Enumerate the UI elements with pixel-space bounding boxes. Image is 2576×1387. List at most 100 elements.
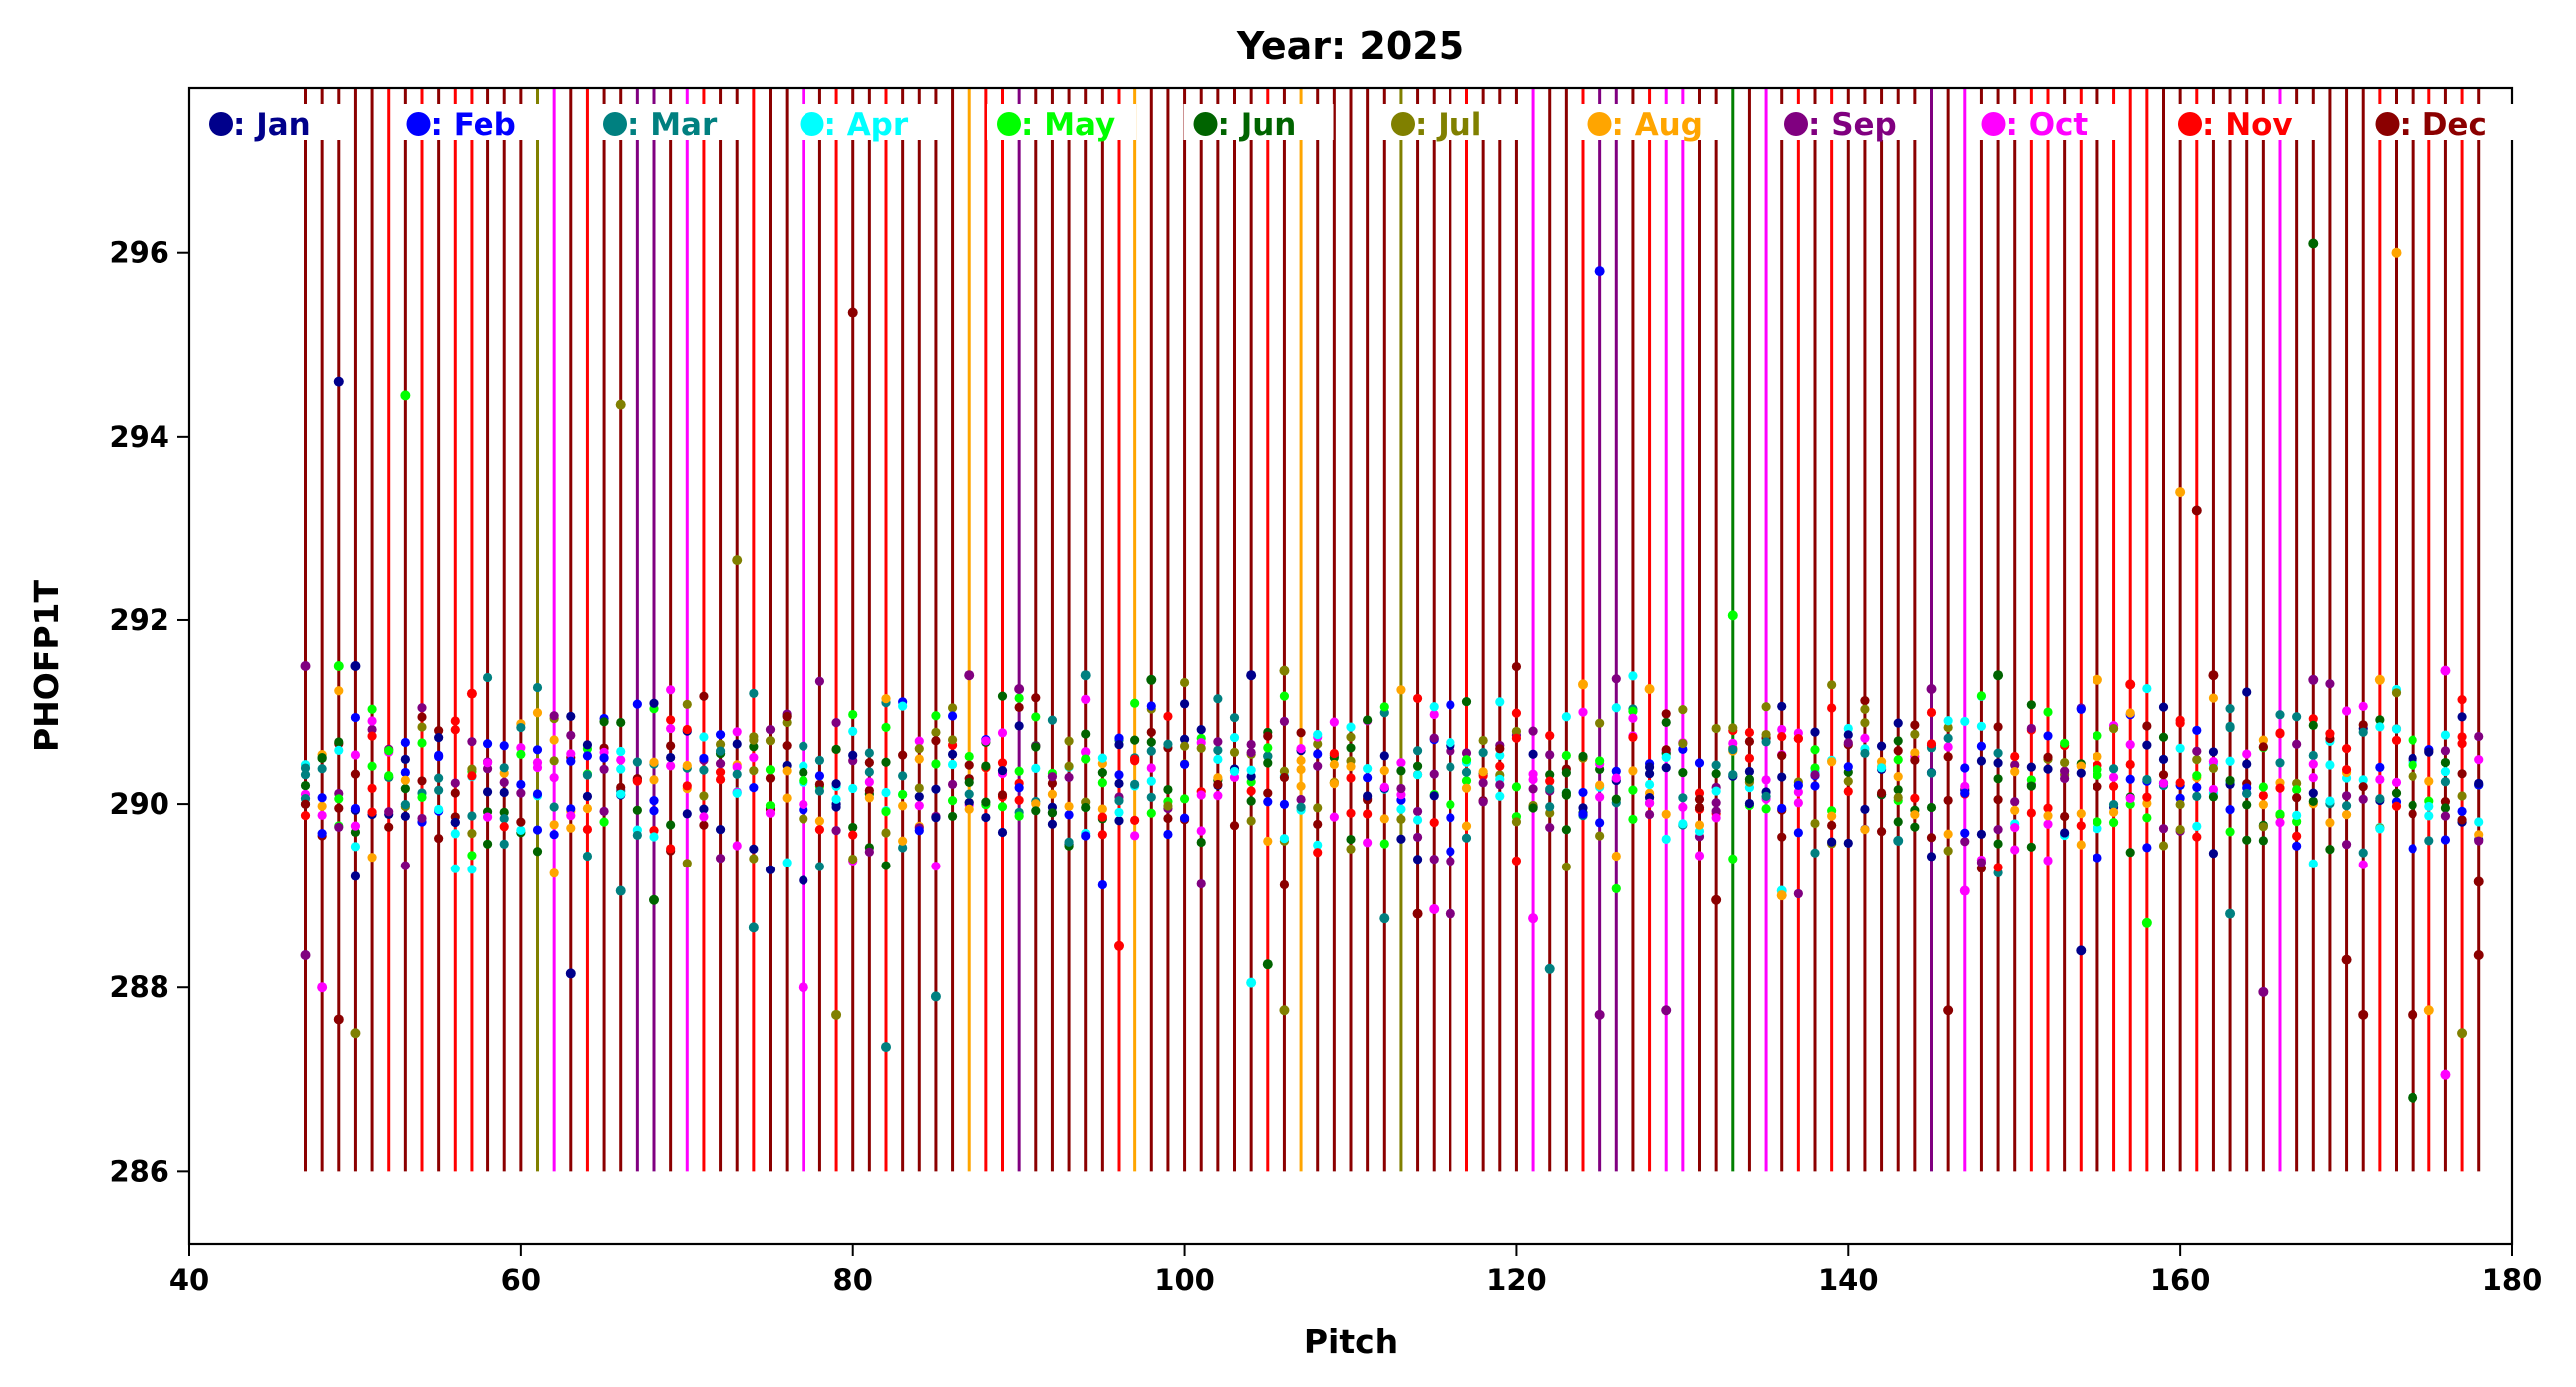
data-point <box>2308 796 2318 807</box>
data-point <box>1446 738 1455 748</box>
data-point <box>2043 811 2053 821</box>
data-point <box>1279 665 1290 676</box>
data-point <box>532 745 543 755</box>
data-point <box>1146 727 1156 737</box>
data-point <box>467 771 477 781</box>
data-point <box>1644 762 1655 772</box>
data-point <box>765 808 776 818</box>
data-point <box>1130 815 1140 825</box>
data-point <box>947 711 958 721</box>
data-point <box>1213 779 1223 790</box>
data-point <box>2108 772 2119 782</box>
data-point <box>2108 764 2119 774</box>
data-point <box>532 682 543 693</box>
data-point <box>1678 738 1688 749</box>
data-point <box>2325 679 2335 689</box>
data-point <box>1711 798 1721 808</box>
data-point <box>1379 913 1390 924</box>
data-point <box>2341 706 2352 716</box>
data-point <box>1827 837 1837 847</box>
data-point <box>1130 698 1140 708</box>
data-point <box>1014 811 1024 821</box>
data-point <box>1993 795 2003 805</box>
data-point <box>434 804 444 815</box>
data-point <box>1429 709 1439 720</box>
data-point <box>384 745 394 756</box>
legend-marker <box>603 112 627 136</box>
data-point <box>1179 677 1190 688</box>
data-point <box>400 390 411 401</box>
data-point <box>1396 804 1406 814</box>
data-point <box>2208 792 2219 802</box>
data-point <box>1926 707 1937 718</box>
data-point <box>964 804 974 814</box>
data-point <box>1711 894 1722 905</box>
data-point <box>947 735 958 745</box>
data-point <box>1511 661 1522 672</box>
data-point <box>914 783 924 793</box>
data-point <box>1644 798 1655 808</box>
data-point <box>2308 238 2319 249</box>
data-point <box>2440 777 2451 787</box>
data-point <box>1246 765 1256 775</box>
data-point <box>1114 778 1124 789</box>
data-point <box>333 376 344 387</box>
data-point <box>997 827 1008 838</box>
data-point <box>1446 799 1455 810</box>
data-point <box>981 761 991 771</box>
data-point <box>300 780 311 791</box>
data-point <box>1993 748 2003 758</box>
data-point <box>467 737 477 747</box>
data-point <box>1661 1005 1672 1016</box>
data-point <box>898 789 908 800</box>
data-point <box>467 829 477 839</box>
data-point <box>1777 832 1787 842</box>
data-point <box>947 703 958 713</box>
data-point <box>749 783 759 793</box>
data-point <box>748 922 759 933</box>
data-point <box>1097 778 1107 788</box>
data-point <box>931 711 941 721</box>
data-point <box>1544 963 1555 974</box>
data-point <box>1014 702 1024 712</box>
data-point <box>2358 720 2368 730</box>
x-tick-label: 40 <box>169 1263 209 1297</box>
data-point <box>1081 754 1091 764</box>
data-point <box>1014 684 1025 695</box>
data-point <box>1478 797 1488 807</box>
data-point <box>2341 801 2352 811</box>
data-point <box>582 770 593 780</box>
data-point <box>1777 772 1787 782</box>
data-point <box>1528 726 1538 736</box>
data-point <box>1346 732 1356 742</box>
data-point <box>466 688 477 699</box>
data-point <box>1960 763 1970 773</box>
data-point <box>2225 775 2235 786</box>
data-point <box>1843 730 1853 740</box>
data-point <box>1694 820 1705 830</box>
data-point <box>367 807 377 817</box>
data-point <box>1511 817 1522 827</box>
data-point <box>2208 756 2219 767</box>
legend-label: : Jun <box>1218 107 1297 143</box>
data-point <box>1179 734 1190 744</box>
data-point <box>914 736 924 746</box>
legend-label: : Dec <box>2400 107 2487 143</box>
data-point <box>699 820 709 830</box>
legend-label: : Jan <box>233 107 311 143</box>
data-point <box>2208 849 2219 859</box>
data-point <box>582 803 593 814</box>
data-point <box>367 704 377 714</box>
data-point <box>400 811 410 821</box>
data-point <box>1114 816 1124 826</box>
data-point <box>2292 712 2302 722</box>
data-point <box>2026 700 2036 710</box>
data-point <box>1843 838 1853 848</box>
data-point <box>2026 781 2036 791</box>
data-point <box>2258 742 2268 752</box>
data-point <box>2093 817 2102 827</box>
y-axis-label: PHOFP1T <box>27 579 66 752</box>
data-point <box>400 799 410 810</box>
data-point <box>1628 732 1638 742</box>
data-point <box>2158 754 2169 764</box>
